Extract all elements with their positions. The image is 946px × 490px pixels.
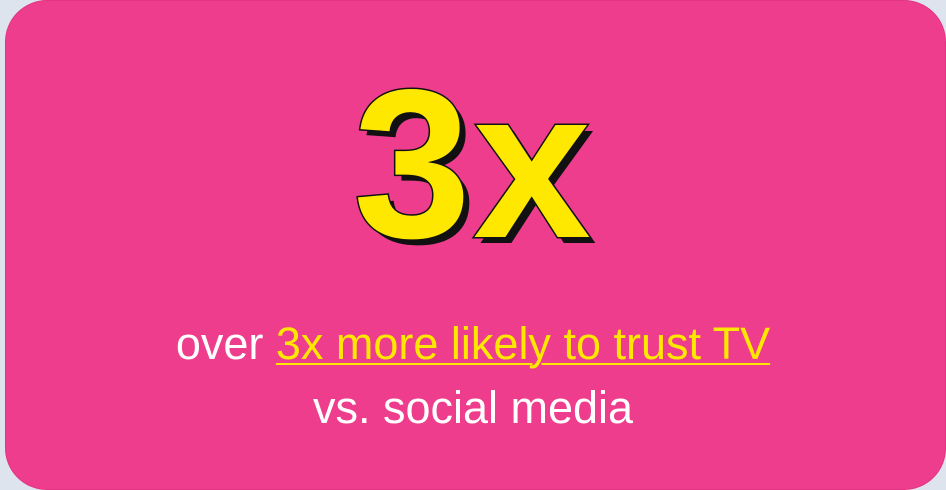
stat-value: 3x	[352, 45, 593, 282]
caption-line-1: over 3x more likely to trust TV	[0, 318, 946, 370]
caption-line-2: vs. social media	[312, 382, 634, 433]
stat-card	[5, 0, 946, 490]
caption-prefix: over	[175, 318, 276, 369]
caption-highlight-link[interactable]: 3x more likely to trust TV	[275, 318, 771, 369]
